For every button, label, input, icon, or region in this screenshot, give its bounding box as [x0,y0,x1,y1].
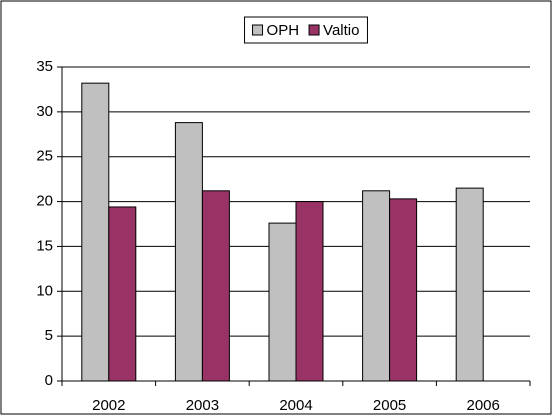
y-tick-label: 0 [45,372,53,389]
y-tick-label: 30 [36,103,53,120]
bar [389,198,418,382]
legend-swatch [308,24,320,36]
legend-swatch [252,24,264,36]
bar [81,82,110,382]
legend-label: Valtio [323,22,359,39]
y-tick-label: 35 [36,58,53,75]
legend-label: OPH [267,22,300,39]
bar [362,190,391,382]
bar [295,201,324,382]
y-tick-label: 5 [45,327,53,344]
y-tick-label: 10 [36,282,53,299]
x-tick-label: 2002 [92,397,125,414]
bar [455,187,484,382]
bar [268,222,297,382]
x-tick-label: 2004 [279,397,312,414]
x-tick-label: 2005 [373,397,406,414]
bar [201,190,230,382]
legend [244,16,368,44]
y-tick-label: 20 [36,193,53,210]
bar [174,122,203,382]
x-tick-label: 2006 [467,397,500,414]
x-tick-label: 2003 [186,397,219,414]
y-tick-label: 15 [36,237,53,254]
bar [108,206,137,382]
y-tick-label: 25 [36,148,53,165]
